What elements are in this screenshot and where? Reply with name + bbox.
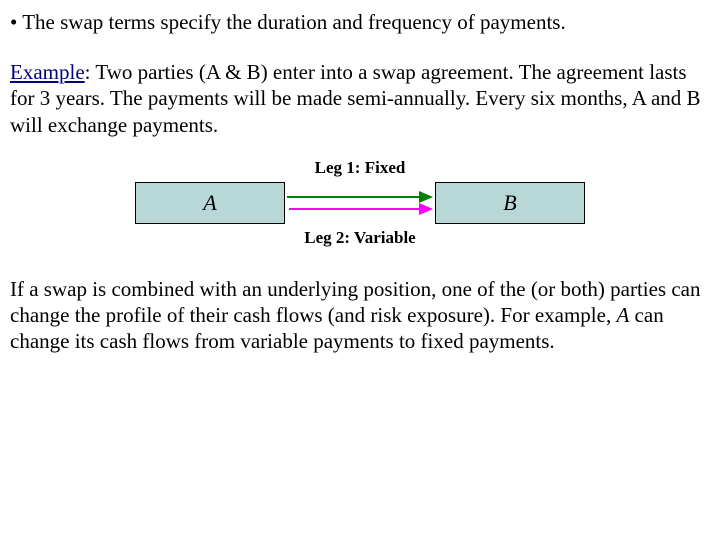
party-b-label: B xyxy=(503,190,516,216)
party-a-label: A xyxy=(203,190,216,216)
leg1-label: Leg 1: Fixed xyxy=(90,158,630,178)
swap-diagram: Leg 1: Fixed A B Leg 2: Variab xyxy=(90,158,630,248)
example-paragraph: Example: Two parties (A & B) enter into … xyxy=(10,59,710,138)
party-a-box: A xyxy=(135,182,285,224)
closing-paragraph: If a swap is combined with an underlying… xyxy=(10,276,710,355)
closing-party-ref: A xyxy=(616,303,629,327)
example-body: : Two parties (A & B) enter into a swap … xyxy=(10,60,701,137)
arrows-svg xyxy=(285,182,435,224)
swap-arrows xyxy=(285,182,435,224)
example-label: Example xyxy=(10,60,85,84)
bullet-line: • The swap terms specify the duration an… xyxy=(10,10,710,35)
party-b-box: B xyxy=(435,182,585,224)
closing-text-1: If a swap is combined with an underlying… xyxy=(10,277,701,327)
diagram-row: A B xyxy=(90,182,630,224)
leg2-label: Leg 2: Variable xyxy=(90,228,630,248)
